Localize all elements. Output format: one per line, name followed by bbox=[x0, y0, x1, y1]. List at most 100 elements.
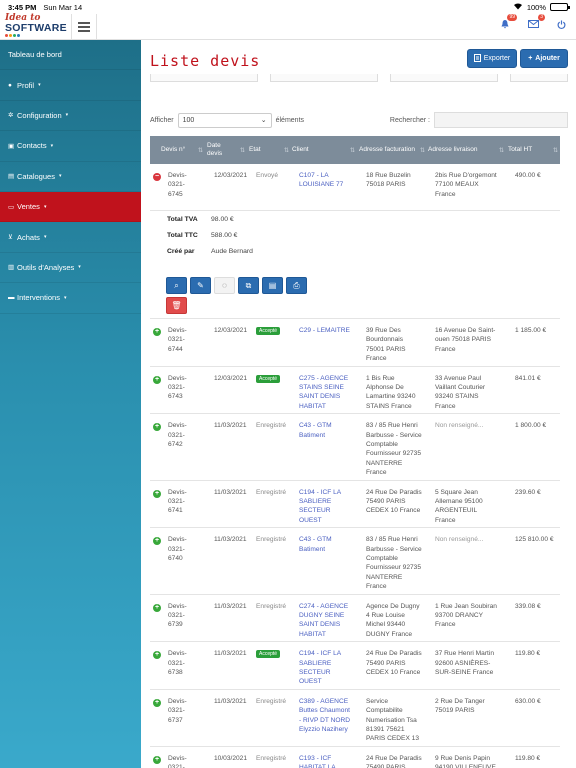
sidebar-item[interactable]: ▥ Outils d'Analyses ▾ bbox=[0, 253, 141, 284]
cell-line[interactable]: LOUISIANE 77 bbox=[299, 181, 344, 189]
table-row[interactable]: + Devis- 0321- 6744 12/03/2021 Accepté C29 - L… bbox=[150, 319, 560, 367]
cell-line[interactable]: - RIVP DT NORD bbox=[299, 716, 351, 724]
page-title: Liste devis bbox=[150, 52, 261, 70]
cell-line[interactable]: C274 - AGENCE bbox=[299, 602, 349, 610]
expand-row-icon[interactable]: + bbox=[153, 375, 161, 384]
table-cell-date: 11/03/2021 bbox=[214, 488, 247, 496]
cell-line[interactable]: SECTEUR bbox=[299, 669, 331, 676]
cell-line[interactable]: Batiment bbox=[299, 545, 326, 553]
delete-icon[interactable]: 🗑 bbox=[166, 297, 187, 314]
search-input[interactable] bbox=[434, 112, 568, 128]
edit-icon[interactable]: ✎ bbox=[190, 277, 211, 294]
cell-line[interactable]: DUGNY SEINE bbox=[299, 612, 345, 619]
column-header[interactable]: Total HT ⇅ bbox=[508, 136, 560, 164]
mail-icon[interactable]: 3 bbox=[526, 14, 545, 31]
zoom-icon[interactable]: ⌕ bbox=[166, 277, 187, 294]
column-header-label: Total HT bbox=[508, 146, 533, 153]
pdf-icon[interactable]: ▤ bbox=[262, 277, 283, 294]
filter-stub[interactable] bbox=[510, 74, 568, 82]
cell-line[interactable]: C107 - LA bbox=[299, 172, 329, 179]
table-cell-num: Devis- 0321- 6744 bbox=[168, 326, 208, 354]
detail-label: Total TTC bbox=[167, 232, 198, 239]
table-row[interactable]: + Devis- 0321- 6741 11/03/2021 Enregistré C194… bbox=[150, 481, 560, 529]
export-button[interactable]: Exporter bbox=[467, 49, 517, 68]
expand-row-icon[interactable]: + bbox=[153, 537, 161, 546]
sidebar-item[interactable]: ▬ Interventions ▾ bbox=[0, 283, 141, 314]
cell-line[interactable]: C194 - ICF LA bbox=[299, 488, 342, 496]
table-cell-total: 1 185.00 € bbox=[515, 327, 547, 334]
sidebar-item[interactable]: ▤ Catalogues ▾ bbox=[0, 162, 141, 192]
column-header[interactable]: Date devis ⇅ bbox=[207, 136, 247, 164]
expand-row-icon[interactable]: + bbox=[153, 423, 161, 432]
cell-line[interactable]: SABLIERE bbox=[299, 498, 332, 505]
table-cell-num: Devis- 0321- 6740 bbox=[168, 535, 208, 563]
sidebar-item[interactable]: ✲ Configuration ▾ bbox=[0, 101, 141, 132]
cell-line[interactable]: SECTEUR bbox=[299, 507, 331, 515]
cell-line[interactable]: Buttes Chaumont bbox=[299, 707, 350, 715]
cell-line[interactable]: C194 - ICF LA bbox=[299, 650, 342, 658]
page-size-select[interactable]: 100 ⌄ bbox=[177, 112, 272, 128]
table-cell-total: 239.60 € bbox=[515, 488, 541, 496]
status-text: Enregistré bbox=[256, 488, 287, 496]
table-cell-livr: 33 Avenue Paul Vaillant Couturier 93240 ST… bbox=[435, 374, 509, 412]
column-header[interactable]: Etat ⇅ bbox=[249, 136, 291, 164]
expand-row-icon[interactable]: + bbox=[153, 698, 161, 707]
sidebar-item[interactable]: ▭ Ventes ▾ bbox=[0, 191, 141, 223]
power-icon[interactable] bbox=[554, 17, 568, 31]
filter-stub[interactable] bbox=[270, 74, 378, 82]
sidebar-item[interactable]: ▣ Contacts ▾ bbox=[0, 131, 141, 162]
print-icon[interactable]: ⎙ bbox=[286, 277, 307, 294]
expand-row-icon[interactable]: + bbox=[153, 328, 161, 336]
cell-line[interactable]: Elyzzio Nazihery bbox=[299, 726, 348, 734]
cell-line[interactable]: C389 - AGENCE bbox=[299, 697, 349, 705]
app-logo[interactable]: Idea to SOFTWARE bbox=[5, 14, 69, 38]
table-row[interactable]: + Devis- 0321- 6742 11/03/2021 Enregistré C43 … bbox=[150, 414, 560, 481]
cell-line[interactable]: C29 - LEMAITRE bbox=[299, 327, 350, 334]
cell-line[interactable]: SAINT DENIS bbox=[299, 393, 341, 401]
cell-line[interactable]: OUEST bbox=[299, 516, 322, 524]
expand-row-icon[interactable]: + bbox=[153, 651, 161, 660]
sidebar-item[interactable]: Tableau de bord bbox=[0, 40, 141, 71]
sidebar-item[interactable]: ● Profil ▾ bbox=[0, 70, 141, 101]
table-row[interactable]: + Devis- 0321- 6743 12/03/2021 Accepté C275 - … bbox=[150, 367, 560, 415]
expand-row-icon[interactable]: + bbox=[153, 489, 161, 498]
column-header[interactable]: Adresse facturation ⇅ bbox=[359, 136, 427, 164]
bell-icon[interactable]: 99 bbox=[498, 14, 517, 31]
cell-line[interactable]: C43 - GTM bbox=[299, 536, 332, 544]
expand-row-icon[interactable]: + bbox=[153, 755, 161, 764]
cell-line: NANTERRE bbox=[366, 573, 403, 581]
cell-line[interactable]: HABITAT LA bbox=[299, 764, 336, 768]
column-header[interactable]: Devis n° ⇅ bbox=[161, 136, 205, 164]
comment-icon[interactable]: ◌ bbox=[214, 277, 235, 294]
table-row[interactable]: +Devis-0321-673610/03/2021EnregistréC193… bbox=[150, 747, 560, 768]
table-row[interactable]: + Devis- 0321- 6738 11/03/2021 Accepté C194 - … bbox=[150, 642, 560, 690]
sidebar-item[interactable]: ⊻ Achats ▾ bbox=[0, 222, 141, 253]
cell-line[interactable]: Batiment bbox=[299, 431, 326, 439]
table-row[interactable]: + Devis- 0321- 6740 11/03/2021 Enregistré C43 … bbox=[150, 528, 560, 595]
cell-line: 6744 bbox=[168, 345, 183, 353]
table-cell-etat: Accepté bbox=[256, 374, 294, 383]
table-cell-date: 11/03/2021 bbox=[214, 422, 247, 430]
table-row[interactable]: − Devis- 0321- 6745 12/03/2021 Envoyé C107 - L… bbox=[150, 164, 560, 211]
table-cell-livr: 37 Rue Henri Martin 92600 ASNIÈRES- SUR-SE… bbox=[435, 649, 509, 677]
cell-line[interactable]: HABITAT bbox=[299, 402, 326, 410]
cell-line[interactable]: OUEST bbox=[299, 678, 322, 686]
cell-line[interactable]: HABITAT bbox=[299, 630, 326, 638]
collapse-row-icon[interactable]: − bbox=[153, 173, 161, 181]
menu-toggle-icon[interactable] bbox=[71, 14, 97, 40]
cell-line[interactable]: C43 - GTM bbox=[299, 422, 332, 430]
filter-stub[interactable] bbox=[150, 74, 258, 82]
column-header[interactable]: Adresse livraison ⇅ bbox=[428, 136, 506, 164]
cell-line[interactable]: C193 - ICF bbox=[299, 754, 332, 762]
filter-stub[interactable] bbox=[390, 74, 498, 82]
table-row[interactable]: + Devis- 0321- 6739 11/03/2021 Enregistré C274… bbox=[150, 595, 560, 643]
cell-line[interactable]: C275 - AGENCE bbox=[299, 374, 349, 382]
add-button[interactable]: + Ajouter bbox=[520, 49, 568, 68]
expand-row-icon[interactable]: + bbox=[153, 603, 161, 612]
cell-line[interactable]: STAINS SEINE bbox=[299, 384, 344, 391]
table-row[interactable]: + Devis- 0321- 6737 11/03/2021 Enregistré C389… bbox=[150, 690, 560, 747]
cell-line[interactable]: SAINT DENIS bbox=[299, 621, 341, 629]
duplicate-icon[interactable]: ⧉ bbox=[238, 277, 259, 294]
column-header[interactable]: Client ⇅ bbox=[292, 136, 357, 164]
cell-line[interactable]: SABLIERE bbox=[299, 659, 332, 667]
